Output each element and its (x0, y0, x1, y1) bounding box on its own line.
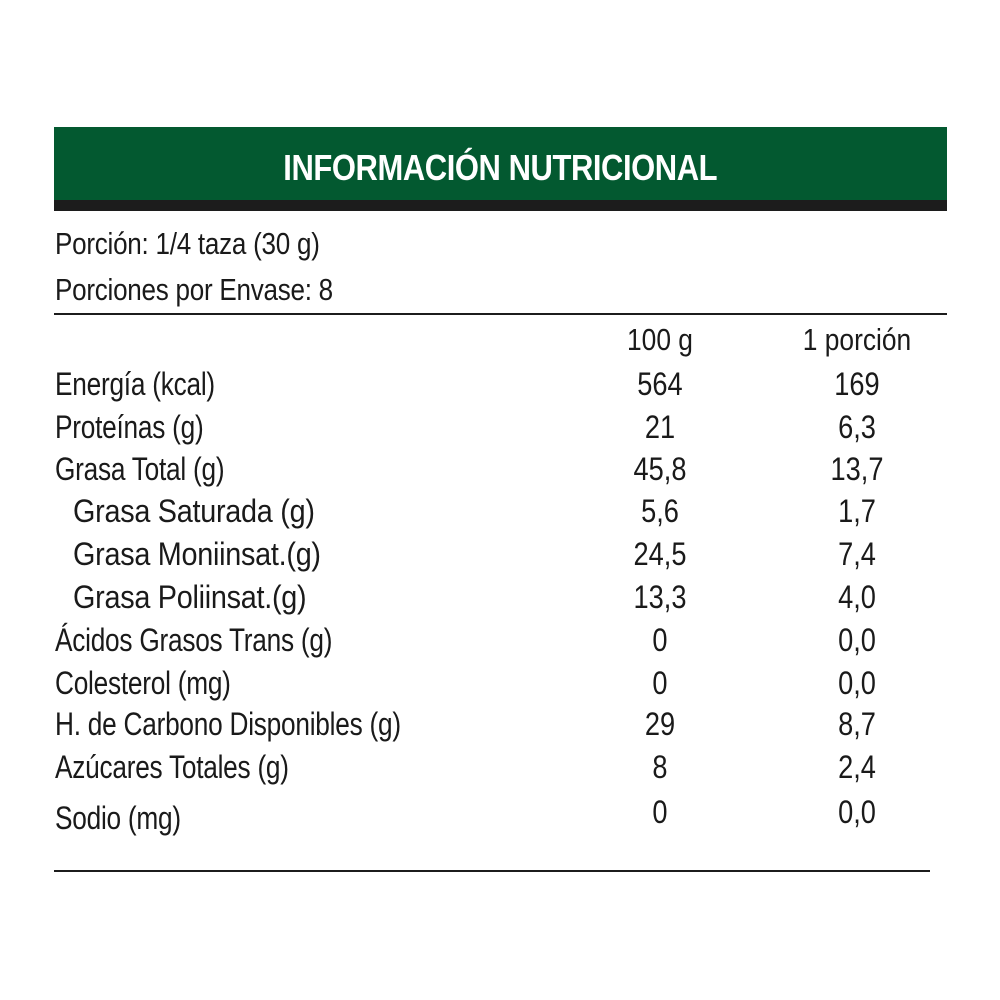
value-portion: 13,7 (830, 451, 884, 487)
header-title: INFORMACIÓN NUTRICIONAL (283, 146, 718, 188)
nutrient-row-saturated-fat: Grasa Saturada (g) 5,6 1,7 (0, 493, 1000, 535)
column-header-portion: 1 porción (802, 322, 912, 357)
nutrient-label: Grasa Total (g) (55, 451, 225, 487)
value-portion: 4,0 (838, 579, 876, 615)
value-100g: 564 (637, 366, 683, 402)
value-100g: 24,5 (633, 536, 687, 572)
value-100g: 5,6 (641, 493, 679, 529)
nutrient-row-polyunsaturated-fat: Grasa Poliinsat.(g) 13,3 4,0 (0, 579, 1000, 621)
value-portion: 6,3 (838, 409, 876, 445)
value-100g: 29 (644, 706, 676, 742)
nutrient-label: Grasa Poliinsat.(g) (73, 579, 307, 615)
nutrient-row-energy: Energía (kcal) 564 169 (0, 366, 1000, 408)
value-portion: 7,4 (838, 536, 876, 572)
portion-size: Porción: 1/4 taza (30 g) (55, 226, 320, 261)
nutrient-label: Grasa Moniinsat.(g) (73, 536, 321, 572)
nutrient-label: Proteínas (g) (55, 409, 204, 445)
value-100g: 0 (652, 794, 668, 830)
divider-bottom (54, 870, 930, 872)
value-portion: 0,0 (838, 622, 876, 658)
nutrient-row-total-sugars: Azúcares Totales (g) 8 2,4 (0, 749, 1000, 791)
value-portion: 0,0 (838, 794, 876, 830)
nutrient-row-monounsaturated-fat: Grasa Moniinsat.(g) 24,5 7,4 (0, 536, 1000, 578)
nutrition-header: INFORMACIÓN NUTRICIONAL (54, 127, 947, 200)
nutrient-row-sodium: Sodio (mg) 0 0,0 (0, 794, 1000, 836)
value-portion: 8,7 (838, 706, 876, 742)
nutrient-label: Energía (kcal) (55, 366, 215, 402)
nutrient-label: Azúcares Totales (g) (55, 749, 289, 785)
value-100g: 0 (652, 665, 668, 701)
nutrient-label: Ácidos Grasos Trans (g) (55, 622, 333, 658)
value-portion: 169 (834, 366, 880, 402)
value-portion: 0,0 (838, 665, 876, 701)
nutrient-row-total-fat: Grasa Total (g) 45,8 13,7 (0, 451, 1000, 493)
value-100g: 8 (652, 749, 668, 785)
nutrient-label: Sodio (mg) (55, 800, 181, 836)
nutrient-row-cholesterol: Colesterol (mg) 0 0,0 (0, 665, 1000, 707)
nutrient-label: Colesterol (mg) (55, 665, 231, 701)
nutrient-row-protein: Proteínas (g) 21 6,3 (0, 409, 1000, 451)
value-portion: 2,4 (838, 749, 876, 785)
nutrient-row-trans-fat: Ácidos Grasos Trans (g) 0 0,0 (0, 622, 1000, 664)
nutrient-label: Grasa Saturada (g) (73, 493, 315, 529)
column-header-100g: 100 g (627, 322, 693, 357)
header-underline (54, 200, 947, 211)
nutrient-label: H. de Carbono Disponibles (g) (55, 706, 401, 742)
value-100g: 0 (652, 622, 668, 658)
value-100g: 45,8 (633, 451, 687, 487)
divider-top (54, 313, 947, 315)
servings-per-container: Porciones por Envase: 8 (55, 272, 333, 307)
value-100g: 21 (644, 409, 676, 445)
value-100g: 13,3 (633, 579, 687, 615)
nutrient-row-carbohydrates: H. de Carbono Disponibles (g) 29 8,7 (0, 706, 1000, 748)
value-portion: 1,7 (838, 493, 876, 529)
